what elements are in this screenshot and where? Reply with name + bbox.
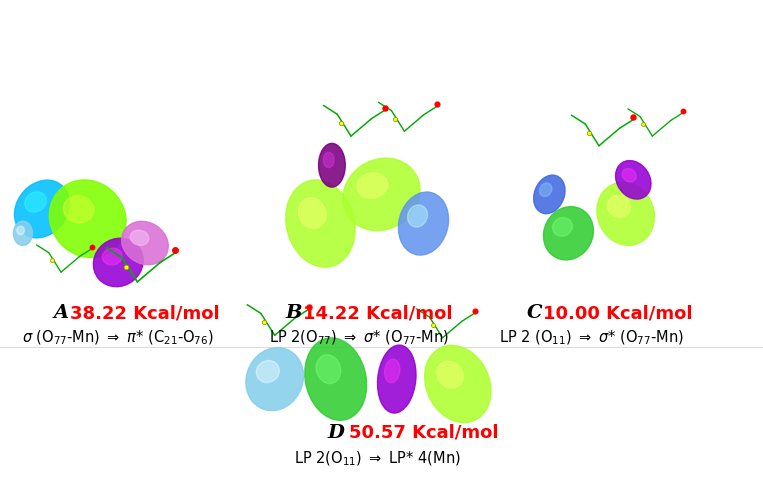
Ellipse shape [437, 361, 463, 388]
Ellipse shape [316, 355, 341, 383]
Text: 10.00 Kcal/mol: 10.00 Kcal/mol [543, 304, 693, 323]
Text: LP 2(O$_{11}$) $\Rightarrow$ LP* 4(Mn): LP 2(O$_{11}$) $\Rightarrow$ LP* 4(Mn) [295, 450, 461, 469]
Ellipse shape [298, 198, 326, 228]
Text: LP 2(O$_{77}$) $\Rightarrow$ $\sigma$* (O$_{77}$-Mn): LP 2(O$_{77}$) $\Rightarrow$ $\sigma$* (… [269, 329, 449, 347]
Ellipse shape [102, 248, 122, 265]
Ellipse shape [622, 169, 636, 182]
Ellipse shape [378, 345, 416, 413]
Text: $\sigma$ (O$_{77}$-Mn) $\Rightarrow$ $\pi$* (C$_{21}$-O$_{76}$): $\sigma$ (O$_{77}$-Mn) $\Rightarrow$ $\p… [22, 329, 214, 347]
Ellipse shape [246, 347, 304, 411]
Text: C: C [526, 304, 542, 323]
Ellipse shape [304, 338, 367, 420]
Ellipse shape [539, 183, 552, 196]
Ellipse shape [616, 160, 651, 199]
Text: LP 2 (O$_{11}$) $\Rightarrow$ $\sigma$* (O$_{77}$-Mn): LP 2 (O$_{11}$) $\Rightarrow$ $\sigma$* … [499, 329, 684, 347]
Ellipse shape [13, 221, 32, 245]
Ellipse shape [357, 173, 388, 198]
Ellipse shape [318, 143, 345, 187]
Ellipse shape [607, 195, 630, 217]
Ellipse shape [552, 218, 572, 236]
Text: 38.22 Kcal/mol: 38.22 Kcal/mol [70, 304, 220, 323]
Ellipse shape [14, 180, 69, 238]
Ellipse shape [597, 182, 655, 245]
Ellipse shape [533, 175, 565, 214]
Ellipse shape [130, 230, 149, 245]
Ellipse shape [385, 359, 400, 383]
Ellipse shape [50, 180, 126, 258]
Text: A: A [53, 304, 69, 323]
Ellipse shape [121, 221, 169, 265]
Ellipse shape [543, 207, 594, 260]
Ellipse shape [17, 226, 24, 235]
Text: D: D [327, 423, 344, 442]
Text: 50.57 Kcal/mol: 50.57 Kcal/mol [349, 423, 498, 442]
Ellipse shape [63, 196, 94, 223]
Ellipse shape [343, 158, 420, 231]
Ellipse shape [424, 346, 491, 422]
Ellipse shape [324, 152, 334, 168]
Text: B: B [285, 304, 302, 323]
Ellipse shape [398, 192, 449, 255]
Ellipse shape [285, 180, 356, 267]
Text: 14.22 Kcal/mol: 14.22 Kcal/mol [303, 304, 452, 323]
Ellipse shape [407, 205, 427, 227]
Ellipse shape [256, 361, 279, 382]
Ellipse shape [93, 238, 143, 287]
Ellipse shape [24, 192, 47, 212]
